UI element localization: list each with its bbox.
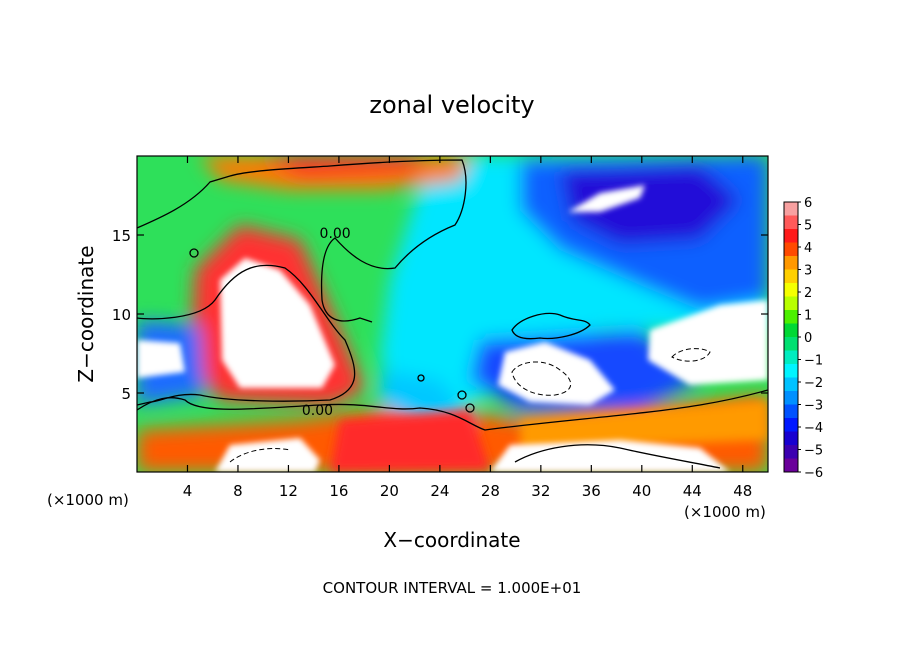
contour-interval-note: CONTOUR INTERVAL = 1.000E+01 [323, 579, 582, 597]
field-bottom-red [330, 410, 490, 472]
patch-white-bottom-left [215, 438, 320, 472]
field-deep-blue-region [560, 165, 740, 245]
y-tick-label: 5 [121, 385, 131, 403]
contour-dashed-center [511, 361, 572, 396]
colorbar-swatch [784, 337, 798, 351]
colorbar-tick-label: 2 [804, 286, 812, 301]
x-tick-label: 32 [531, 482, 550, 500]
contour-label-upper: 0.00 [320, 226, 351, 242]
colorbar-tick-label: −2 [804, 376, 823, 391]
contour-bottom-band [137, 389, 768, 431]
plot-area: 0.00 0.00 [137, 156, 768, 472]
colorbar-swatch [784, 364, 798, 378]
x-axis-label: X−coordinate [383, 528, 520, 552]
contour-small-loops [189, 248, 475, 413]
colorbar-swatch [784, 391, 798, 405]
colorbar-swatch [784, 404, 798, 419]
x-axis: 4 8 12 16 20 24 28 32 36 40 44 48 [183, 156, 752, 500]
colorbar-tick-label: 3 [804, 264, 812, 279]
chart-title: zonal velocity [369, 91, 534, 119]
colorbar-swatch [784, 418, 798, 432]
x-tick-label: 8 [233, 482, 243, 500]
x-tick-label: 12 [279, 482, 298, 500]
colorbar-tick-label: −3 [804, 399, 823, 414]
colorbar-swatch [784, 269, 798, 284]
x-tick-label: 48 [733, 482, 752, 500]
contour-bottom-right-loops [514, 444, 721, 469]
patch-white-right [648, 300, 768, 385]
colorbar-swatch [784, 256, 798, 270]
colorbar-tick-label: −6 [804, 466, 823, 481]
field-orange-rim [520, 400, 768, 450]
colorbar-swatch [784, 431, 798, 446]
colorbar-swatch [784, 296, 798, 311]
colorbar-swatch [784, 242, 798, 257]
colorbar-tick-label: 5 [804, 219, 812, 234]
colorbar-tick-label: 6 [804, 196, 812, 211]
colorbar-tick-label: −5 [804, 444, 823, 459]
x-tick-label: 20 [380, 482, 399, 500]
colorbar-swatch [784, 323, 798, 338]
colorbar: 6 5 4 3 2 1 0 −1 −2 −3 −4 −5 −6 [783, 196, 823, 481]
x-unit-right: (×1000 m) [684, 503, 766, 521]
patch-white-bottom-right [490, 440, 730, 472]
contour-zero-lower [137, 264, 356, 406]
x-tick-label: 40 [632, 482, 651, 500]
x-tick-label: 16 [329, 482, 348, 500]
colorbar-swatch [784, 377, 798, 392]
colorbar-swatch [784, 215, 798, 230]
x-tick-label: 28 [481, 482, 500, 500]
colorbar-swatch [784, 350, 798, 365]
y-axis: 5 10 15 [112, 227, 768, 403]
colorbar-swatch [784, 458, 798, 473]
colorbar-tick-label: 1 [804, 309, 812, 324]
colorbar-tick-label: −1 [804, 354, 823, 369]
contour-island [511, 312, 591, 340]
y-tick-label: 15 [112, 227, 131, 245]
contour-dashed-right [671, 348, 711, 362]
colorbar-tick-label: 4 [804, 241, 812, 256]
contour-dashed-bottom [229, 448, 291, 463]
patch-white-leftedge [137, 340, 185, 378]
x-tick-label: 24 [430, 482, 449, 500]
colorbar-swatch [784, 445, 798, 459]
patch-white-center-right [498, 342, 615, 405]
x-tick-label: 4 [183, 482, 193, 500]
contour-zero-upper [137, 159, 467, 323]
patch-white-topright [568, 185, 645, 212]
field-cyan-streak [380, 370, 470, 425]
colorbar-swatch [784, 310, 798, 324]
colorbar-swatch [784, 202, 798, 216]
colorbar-swatch [784, 283, 798, 297]
patch-white-left [220, 258, 335, 388]
y-tick-label: 10 [112, 306, 131, 324]
x-tick-label: 36 [582, 482, 601, 500]
y-axis-label: Z−coordinate [74, 245, 98, 382]
field-red-top [260, 156, 430, 176]
colorbar-tick-label: −4 [804, 421, 823, 436]
x-unit-left: (×1000 m) [47, 491, 129, 509]
colorbar-swatch [784, 229, 798, 243]
x-tick-label: 44 [683, 482, 702, 500]
contour-label-lower: 0.00 [302, 403, 333, 419]
colorbar-tick-label: 0 [804, 331, 812, 346]
